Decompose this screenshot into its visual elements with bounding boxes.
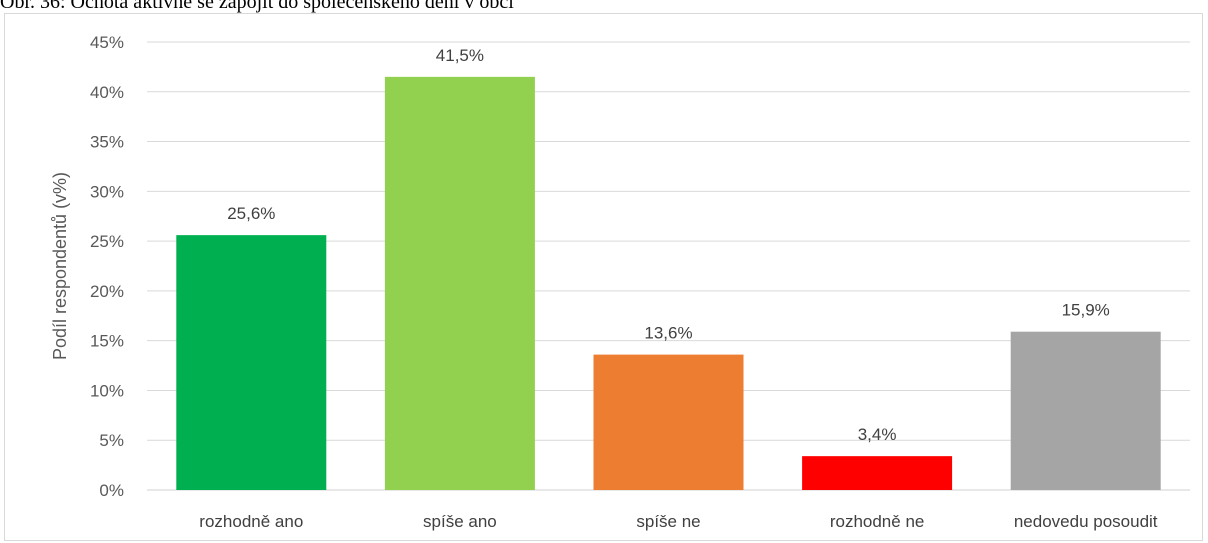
data-label: 3,4% <box>858 425 897 444</box>
y-tick-label: 40% <box>90 83 124 102</box>
x-axis-categories: rozhodně ano spíše ano spíše ne rozhodně ne… <box>199 512 1158 531</box>
x-category-label: spíše ne <box>636 512 700 531</box>
y-tick-label: 10% <box>90 381 124 400</box>
y-tick-label: 20% <box>90 282 124 301</box>
y-tick-label: 15% <box>90 332 124 351</box>
figure-caption: Obr. 36: Ochota aktivně se zapojit do sp… <box>0 0 514 13</box>
y-tick-label: 35% <box>90 133 124 152</box>
bar <box>176 235 327 490</box>
x-category-label: rozhodně ne <box>830 512 925 531</box>
y-tick-label: 0% <box>99 481 124 500</box>
bar <box>802 456 953 490</box>
y-axis-label: Podíl respondentů (v%) <box>50 172 70 360</box>
bar <box>593 354 744 490</box>
y-tick-label: 30% <box>90 182 124 201</box>
data-labels: 25,6% 41,5% 13,6% 3,4% 15,9% <box>227 46 1110 444</box>
data-label: 41,5% <box>436 46 484 65</box>
bars <box>176 76 1161 490</box>
bar <box>384 76 535 490</box>
data-label: 15,9% <box>1062 301 1110 320</box>
data-label: 25,6% <box>227 204 275 223</box>
x-category-label: nedovedu posoudit <box>1014 512 1158 531</box>
x-category-label: rozhodně ano <box>199 512 303 531</box>
bar <box>1010 331 1161 490</box>
y-tick-label: 25% <box>90 232 124 251</box>
y-tick-label: 5% <box>99 431 124 450</box>
data-label: 13,6% <box>644 324 692 343</box>
y-axis-ticks: 0% 5% 10% 15% 20% 25% 30% 35% 40% 45% <box>90 33 124 500</box>
x-category-label: spíše ano <box>423 512 497 531</box>
y-tick-label: 45% <box>90 33 124 52</box>
